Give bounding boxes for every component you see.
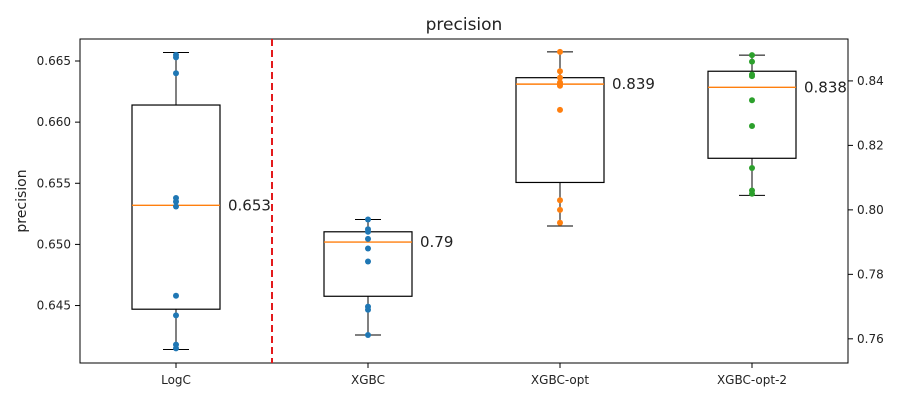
data-point [173, 203, 179, 210]
median-value-label: 0.79 [420, 233, 453, 251]
right-tick-label: 0.78 [857, 267, 884, 281]
data-point [557, 68, 563, 75]
data-point [557, 106, 563, 113]
box [131, 104, 221, 310]
data-point [365, 228, 371, 235]
median-value-label: 0.653 [228, 196, 271, 214]
data-point [749, 190, 755, 197]
category-label: XGBC-opt [531, 373, 589, 387]
data-point [365, 235, 371, 242]
data-point [557, 197, 563, 204]
left-tick-label: 0.650 [37, 237, 71, 251]
data-point [173, 312, 179, 319]
data-point [173, 292, 179, 299]
right-tick-label: 0.82 [857, 138, 884, 152]
box [707, 70, 797, 159]
category-label: LogC [161, 373, 191, 387]
data-point [557, 74, 563, 81]
data-point [365, 258, 371, 265]
data-point [173, 345, 179, 352]
chart-title: precision [426, 15, 503, 35]
data-point [365, 306, 371, 313]
right-tick-label: 0.76 [857, 332, 884, 346]
data-point [173, 70, 179, 77]
data-point [557, 48, 563, 55]
box [515, 77, 605, 184]
right-tick-label: 0.80 [857, 203, 884, 217]
plot-frame [79, 38, 849, 364]
median-value-label: 0.839 [612, 75, 655, 93]
y-axis-label: precision [14, 169, 30, 232]
data-point [749, 52, 755, 59]
data-point [557, 206, 563, 213]
right-tick-label: 0.84 [857, 74, 884, 88]
data-point [173, 54, 179, 61]
data-point [749, 164, 755, 171]
plot-area: 0.645 0.650 0.655 0.660 0.665 0.76 0.78 0.80 0.8… [37, 38, 884, 387]
data-point [365, 245, 371, 252]
data-point [749, 97, 755, 104]
category-label: XGBC-opt-2 [717, 373, 787, 387]
data-point [557, 219, 563, 226]
data-point [557, 82, 563, 89]
median-value-label: 0.838 [804, 78, 847, 96]
data-point [173, 198, 179, 205]
category-label: XGBC [351, 373, 385, 387]
left-tick-label: 0.645 [37, 299, 71, 313]
data-point [365, 331, 371, 338]
left-tick-label: 0.665 [37, 54, 71, 68]
data-point [749, 123, 755, 130]
data-point [365, 216, 371, 223]
left-tick-label: 0.660 [37, 115, 71, 129]
left-tick-label: 0.655 [37, 176, 71, 190]
data-point [749, 73, 755, 80]
data-point [749, 58, 755, 65]
